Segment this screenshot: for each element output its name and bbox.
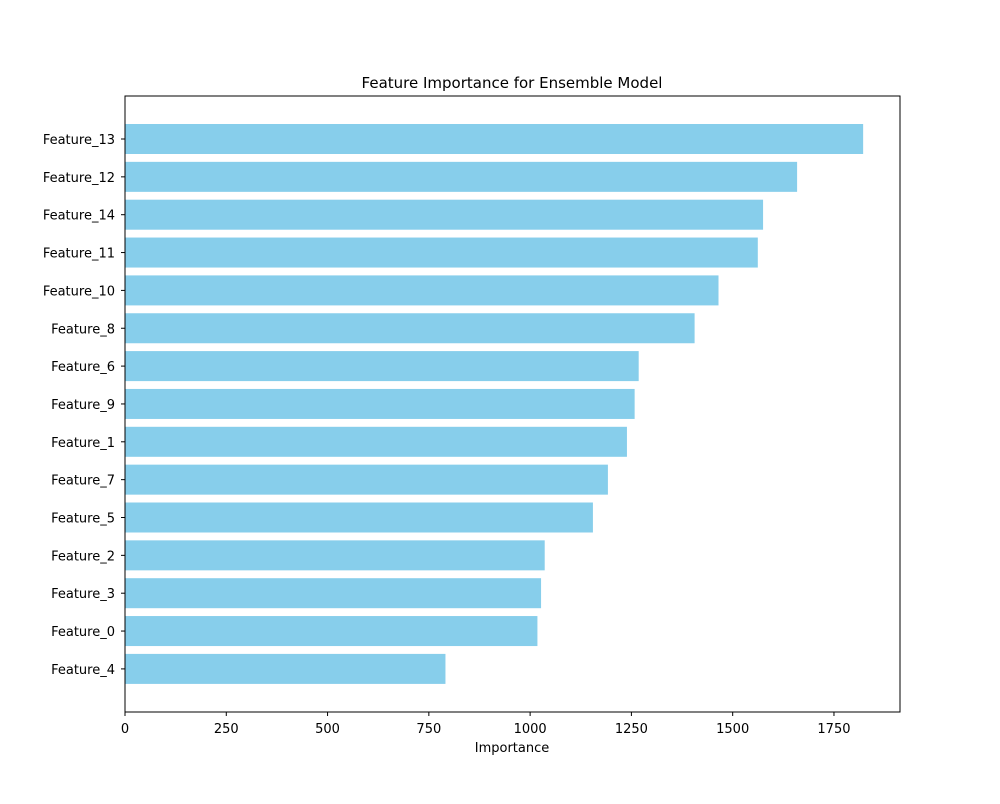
bar-feature-1	[125, 426, 627, 457]
bar-feature-8	[125, 313, 695, 344]
plot-frame	[124, 95, 901, 713]
x-tick-label: 1000	[514, 722, 547, 737]
y-tick-label: Feature_8	[51, 322, 115, 337]
y-tick-label: Feature_6	[51, 360, 115, 375]
bar-feature-3	[125, 578, 542, 609]
bar-feature-13	[125, 124, 864, 154]
bars-layer	[125, 124, 864, 684]
chart-title: Feature Importance for Ensemble Model	[362, 74, 663, 92]
y-tick-label: Feature_12	[43, 171, 115, 186]
bar-feature-0	[125, 616, 538, 647]
bar-feature-11	[125, 237, 758, 268]
bar-feature-5	[125, 502, 593, 533]
y-tick-label: Feature_9	[51, 398, 115, 413]
x-tick-label: 1500	[716, 722, 749, 737]
x-tick-label: 750	[416, 722, 441, 737]
y-tick-label: Feature_0	[51, 625, 115, 640]
y-axis-ticks: Feature_13 Feature_12 Feature_14 Feature_11…	[43, 133, 125, 678]
x-axis-label: Importance	[475, 741, 550, 756]
bar-feature-6	[125, 351, 639, 382]
bar-feature-14	[125, 199, 764, 230]
x-tick-label: 1750	[817, 722, 850, 737]
bar-feature-9	[125, 388, 635, 419]
bar-feature-4	[125, 653, 446, 684]
y-tick-label: Feature_10	[43, 284, 115, 299]
x-tick-label: 1250	[615, 722, 648, 737]
bar-feature-7	[125, 464, 608, 495]
y-tick-label: Feature_14	[43, 209, 115, 224]
y-tick-label: Feature_11	[43, 247, 115, 262]
y-tick-label: Feature_2	[51, 549, 115, 564]
y-tick-label: Feature_1	[51, 436, 115, 451]
y-tick-label: Feature_3	[51, 587, 115, 602]
x-tick-label: 250	[214, 722, 239, 737]
y-tick-label: Feature_7	[51, 474, 115, 489]
bar-feature-2	[125, 540, 545, 571]
bar-feature-10	[125, 275, 719, 306]
x-tick-label: 0	[121, 722, 129, 737]
x-axis-ticks: 0 250 500 750 1000 1250 1500 1750	[121, 712, 851, 737]
y-tick-label: Feature_13	[43, 133, 115, 148]
y-tick-label: Feature_5	[51, 512, 115, 527]
bar-feature-12	[125, 161, 798, 192]
y-tick-label: Feature_4	[51, 663, 115, 678]
x-tick-label: 500	[315, 722, 340, 737]
